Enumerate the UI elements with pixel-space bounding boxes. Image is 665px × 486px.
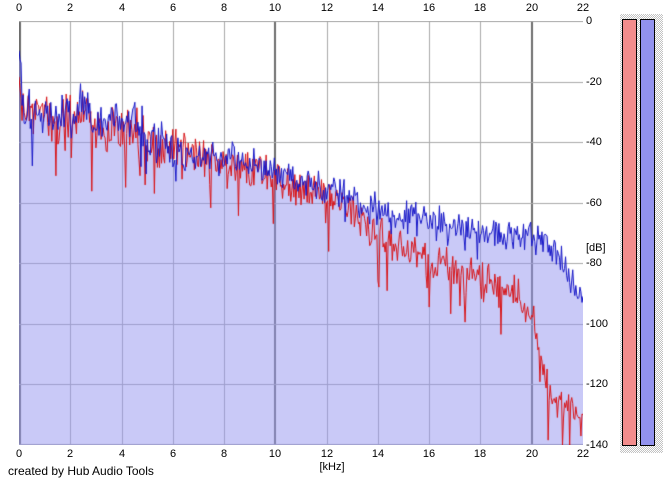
x-tick-bottom-20: 20	[525, 448, 539, 460]
x-tick-top-20: 20	[525, 2, 539, 14]
y-tick--120: -120	[586, 378, 609, 390]
y-tick-0: 0	[586, 15, 593, 27]
y-tick--100: -100	[586, 318, 609, 330]
x-tick-bottom-12: 12	[320, 448, 334, 460]
x-tick-top-10: 10	[268, 2, 282, 14]
x-tick-top-6: 6	[169, 2, 177, 14]
x-tick-bottom-8: 8	[220, 448, 228, 460]
x-tick-top-0: 0	[15, 2, 23, 14]
x-tick-bottom-4: 4	[118, 448, 126, 460]
y-tick--20: -20	[586, 76, 602, 88]
x-tick-bottom-16: 16	[422, 448, 436, 460]
x-axis-unit-label: [kHz]	[319, 461, 345, 473]
y-tick--40: -40	[586, 136, 602, 148]
x-tick-top-18: 18	[473, 2, 487, 14]
x-tick-bottom-6: 6	[169, 448, 177, 460]
y-tick--60: -60	[586, 197, 602, 209]
x-tick-top-16: 16	[422, 2, 436, 14]
x-tick-top-14: 14	[371, 2, 385, 14]
spectrum-plot-canvas	[19, 21, 583, 445]
x-tick-top-22: 22	[576, 2, 590, 14]
credit-text: created by Hub Audio Tools	[8, 464, 154, 478]
x-tick-bottom-0: 0	[15, 448, 23, 460]
y-tick--80: -80	[586, 257, 602, 269]
x-tick-bottom-18: 18	[473, 448, 487, 460]
x-tick-bottom-14: 14	[371, 448, 385, 460]
x-tick-top-8: 8	[220, 2, 228, 14]
x-tick-bottom-10: 10	[268, 448, 282, 460]
x-tick-bottom-2: 2	[66, 448, 74, 460]
x-tick-top-2: 2	[66, 2, 74, 14]
y-tick--140: -140	[586, 439, 609, 451]
level-meter-blue	[640, 19, 655, 446]
level-meter-red	[622, 19, 637, 446]
y-axis-unit-label: [dB]	[586, 242, 606, 254]
x-tick-top-12: 12	[320, 2, 334, 14]
x-tick-bottom-22: 22	[576, 448, 590, 460]
x-tick-top-4: 4	[118, 2, 126, 14]
